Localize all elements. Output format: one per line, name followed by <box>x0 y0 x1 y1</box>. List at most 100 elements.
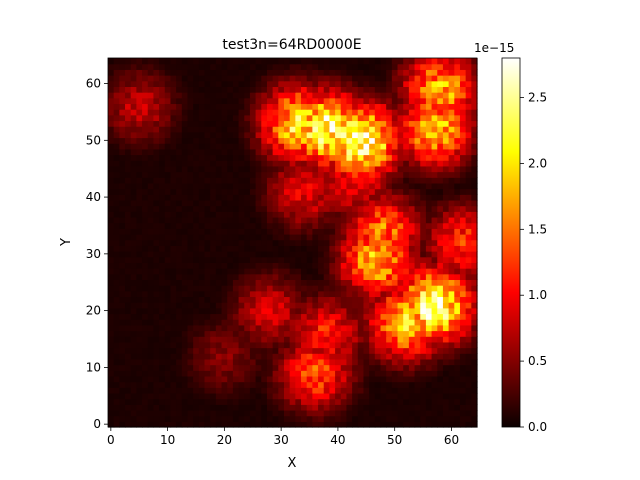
heatmap-cell <box>301 58 308 65</box>
heatmap-cell <box>346 336 353 343</box>
heatmap-cell <box>215 364 223 371</box>
heatmap-cell <box>278 239 285 246</box>
heatmap-cell <box>113 336 120 343</box>
heatmap-cell <box>465 171 472 178</box>
heatmap-cell <box>386 211 393 218</box>
heatmap-cell <box>391 296 399 303</box>
heatmap-cell <box>414 114 421 122</box>
heatmap-cell <box>204 273 211 280</box>
heatmap-cell <box>289 182 296 190</box>
heatmap-cell <box>459 370 467 377</box>
heatmap-cell <box>159 268 166 275</box>
heatmap-cell <box>391 330 399 337</box>
heatmap-cell <box>142 268 149 275</box>
heatmap-cell <box>459 251 467 258</box>
heatmap-cell <box>187 58 194 65</box>
heatmap-cell <box>108 137 115 144</box>
heatmap-cell <box>340 415 348 422</box>
heatmap-cell <box>266 381 274 388</box>
heatmap-cell <box>261 86 268 93</box>
heatmap-cell <box>113 375 120 383</box>
heatmap-cell <box>471 319 478 326</box>
heatmap-cell <box>323 239 330 246</box>
heatmap-cell <box>170 194 177 201</box>
heatmap-cell <box>170 302 177 309</box>
heatmap-cell <box>454 86 461 93</box>
heatmap-cell <box>369 387 376 394</box>
heatmap-cell <box>153 404 160 411</box>
heatmap-cell <box>448 262 455 269</box>
heatmap-cell <box>164 97 172 105</box>
heatmap-cell <box>147 341 155 349</box>
heatmap-cell <box>329 188 336 195</box>
heatmap-cell <box>204 148 211 156</box>
heatmap-cell <box>363 353 370 360</box>
heatmap-cell <box>198 358 206 366</box>
heatmap-cell <box>266 336 274 343</box>
heatmap-cell <box>266 137 274 144</box>
heatmap-cell <box>142 211 149 218</box>
heatmap-cell <box>363 126 370 133</box>
heatmap-cell <box>425 154 433 161</box>
heatmap-cell <box>244 114 251 122</box>
heatmap-cell <box>159 319 166 326</box>
heatmap-cell <box>170 109 177 116</box>
heatmap-cell <box>249 211 257 218</box>
heatmap-cell <box>232 114 240 122</box>
heatmap-cell <box>425 296 433 303</box>
heatmap-cell <box>340 177 348 184</box>
heatmap-cell <box>306 262 313 269</box>
heatmap-cell <box>454 75 461 82</box>
heatmap-cell <box>295 239 302 246</box>
heatmap-cell <box>119 251 126 258</box>
heatmap-cell <box>465 216 472 224</box>
heatmap-cell <box>306 313 313 320</box>
heatmap-cell <box>181 353 189 360</box>
heatmap-cell <box>335 336 342 343</box>
heatmap-cell <box>420 375 427 383</box>
heatmap-cell <box>187 63 194 70</box>
heatmap-cell <box>170 58 177 65</box>
heatmap-cell <box>420 160 427 167</box>
heatmap-cell <box>301 137 308 144</box>
heatmap-cell <box>164 126 172 133</box>
heatmap-cell <box>459 131 467 139</box>
heatmap-cell <box>448 268 455 275</box>
heatmap-cell <box>130 86 137 93</box>
heatmap-cell <box>420 336 427 343</box>
heatmap-cell <box>278 319 285 326</box>
heatmap-cell <box>130 103 137 110</box>
heatmap-cell <box>113 69 120 76</box>
heatmap-cell <box>374 381 382 388</box>
heatmap-cell <box>119 58 126 65</box>
heatmap-cell <box>130 290 137 298</box>
heatmap-cell <box>437 330 444 337</box>
heatmap-cell <box>471 353 478 360</box>
heatmap-cell <box>227 381 234 388</box>
heatmap-cell <box>312 103 319 110</box>
heatmap-cell <box>249 126 257 133</box>
heatmap-cell <box>471 205 478 212</box>
heatmap-cell <box>420 114 427 122</box>
heatmap-cell <box>437 239 444 246</box>
heatmap-cell <box>403 160 410 167</box>
heatmap-cell <box>278 154 285 161</box>
heatmap-cell <box>164 404 172 411</box>
heatmap-cell <box>215 239 223 246</box>
heatmap-cell <box>352 307 359 315</box>
heatmap-cell <box>397 216 404 224</box>
heatmap-cell <box>442 80 450 87</box>
heatmap-cell <box>176 188 183 195</box>
heatmap-cell <box>369 381 376 388</box>
heatmap-cell <box>261 336 268 343</box>
heatmap-cell <box>159 364 166 371</box>
heatmap-cell <box>454 302 461 309</box>
heatmap-cell <box>408 245 416 252</box>
heatmap-cell <box>391 114 399 122</box>
heatmap-cell <box>153 268 160 275</box>
heatmap-cell <box>340 268 348 275</box>
heatmap-cell <box>113 381 120 388</box>
heatmap-cell <box>352 58 359 65</box>
heatmap-cell <box>340 216 348 224</box>
heatmap-cell <box>318 109 325 116</box>
